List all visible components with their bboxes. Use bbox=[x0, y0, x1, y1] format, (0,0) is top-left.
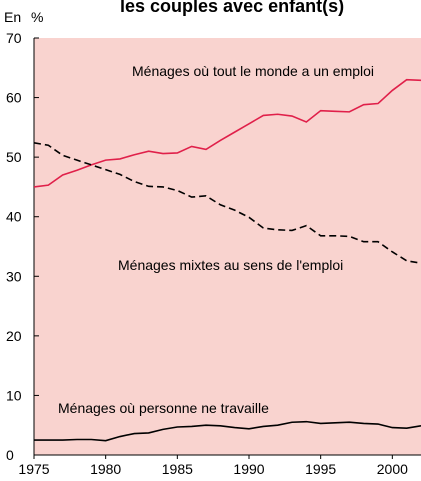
x-tick-label: 1980 bbox=[90, 461, 121, 477]
series-label: Ménages où personne ne travaille bbox=[58, 400, 269, 416]
y-tick-label: 60 bbox=[6, 90, 22, 106]
series-line bbox=[33, 142, 421, 264]
y-tick-label: 30 bbox=[6, 268, 22, 284]
series-line bbox=[34, 420, 421, 442]
y-tick-label: 40 bbox=[6, 209, 22, 225]
y-tick-label: 50 bbox=[6, 149, 22, 165]
y-axis-label: En % bbox=[4, 9, 43, 25]
series-label: Ménages où tout le monde a un emploi bbox=[132, 63, 374, 79]
y-tick-label: 10 bbox=[6, 387, 22, 403]
chart-title: les couples avec enfant(s) bbox=[120, 0, 344, 16]
series-line bbox=[33, 78, 421, 188]
y-tick-label: 0 bbox=[6, 447, 14, 463]
x-tick-label: 1990 bbox=[233, 461, 264, 477]
x-tick-label: 1985 bbox=[162, 461, 193, 477]
x-tick-label: 2000 bbox=[377, 461, 408, 477]
x-tick-label: 1995 bbox=[305, 461, 336, 477]
x-tick-label: 1975 bbox=[18, 461, 49, 477]
series-label: Ménages mixtes au sens de l'emploi bbox=[118, 257, 343, 273]
y-tick-label: 20 bbox=[6, 328, 22, 344]
plot-background bbox=[34, 38, 421, 455]
y-tick-label: 70 bbox=[6, 30, 22, 46]
